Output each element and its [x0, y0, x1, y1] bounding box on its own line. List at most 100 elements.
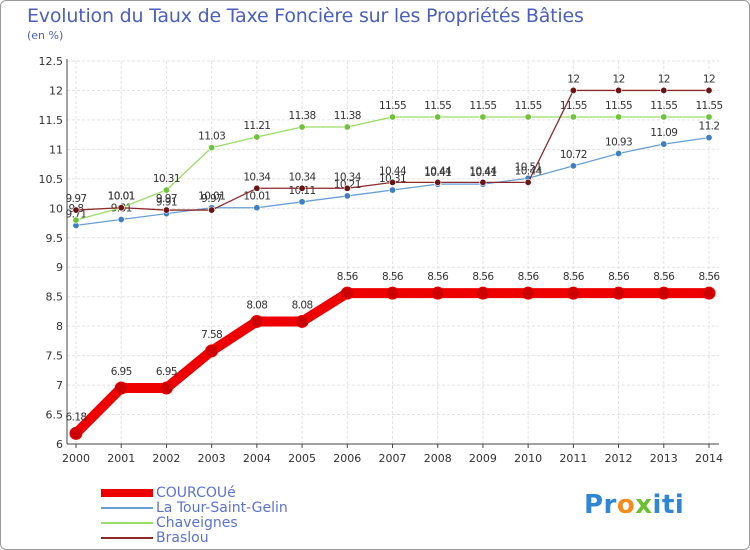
x-tick-label: 2005 — [288, 452, 316, 465]
data-point — [660, 86, 668, 94]
data-label: 8.56 — [699, 271, 721, 283]
data-label: 12 — [567, 73, 579, 85]
data-point — [298, 123, 306, 131]
data-point — [114, 381, 128, 395]
data-point — [479, 178, 487, 186]
y-tick-label: 12 — [49, 84, 63, 97]
legend-label-braslou: Braslou — [156, 530, 209, 546]
page-title: Evolution du Taux de Taxe Foncière sur l… — [27, 5, 584, 27]
y-tick-label: 10 — [49, 202, 63, 215]
data-point — [612, 286, 626, 300]
y-tick-label: 9 — [56, 261, 63, 274]
data-label: 8.56 — [563, 271, 585, 283]
data-point — [524, 113, 532, 121]
data-label: 8.56 — [608, 271, 630, 283]
x-tick-label: 2003 — [198, 452, 226, 465]
data-label: 10.31 — [153, 173, 180, 185]
legend-swatch-braslou — [101, 537, 153, 539]
data-point — [569, 113, 577, 121]
x-tick-label: 2006 — [333, 452, 361, 465]
data-label: 10.72 — [560, 149, 587, 161]
y-tick-label: 7.5 — [46, 350, 64, 363]
logo-part: x — [635, 490, 653, 520]
y-unit-label: (en %) — [27, 29, 64, 42]
data-label: 11.03 — [198, 131, 225, 143]
data-label: 8.56 — [472, 271, 494, 283]
data-point — [295, 314, 309, 328]
data-point — [253, 133, 261, 141]
legend-swatch-courcoue — [101, 489, 153, 497]
y-tick-label: 6 — [56, 438, 63, 451]
data-label: 11.55 — [424, 100, 451, 112]
data-label: 11.55 — [515, 100, 542, 112]
data-point — [208, 144, 216, 152]
x-tick-label: 2001 — [107, 452, 135, 465]
data-label: 11.21 — [243, 120, 270, 132]
data-point — [343, 184, 351, 192]
x-tick-label: 2008 — [424, 452, 452, 465]
proxiti-logo[interactable]: Proxiti — [584, 490, 684, 520]
data-point — [69, 426, 83, 440]
x-tick-label: 2002 — [152, 452, 180, 465]
data-point — [476, 286, 490, 300]
data-point — [298, 184, 306, 192]
data-label: 9.71 — [66, 208, 87, 220]
data-label: 8.08 — [292, 299, 313, 311]
series-courcou-: 6.18 6.95 6.95 7.58 8.08 8.08 8.56 8.56 8.56 8.56… — [66, 271, 721, 440]
data-label: 10.34 — [243, 171, 271, 183]
data-label: 11.2 — [699, 121, 720, 133]
data-label: 10.01 — [108, 191, 135, 203]
y-tick-label: 11 — [49, 143, 63, 156]
data-label: 10.01 — [198, 191, 225, 203]
legend-swatch-chaveignes — [101, 522, 153, 524]
x-tick-label: 2000 — [62, 452, 90, 465]
data-point — [705, 86, 713, 94]
x-tick-label: 2014 — [695, 452, 723, 465]
x-tick-label: 2004 — [243, 452, 271, 465]
data-point — [521, 286, 535, 300]
data-point — [208, 206, 216, 214]
data-point — [388, 113, 396, 121]
data-label: 11.55 — [650, 100, 677, 112]
data-point — [117, 204, 125, 212]
data-label: 9.97 — [66, 193, 87, 205]
y-tick-label: 7 — [56, 379, 63, 392]
data-label: 9.97 — [156, 193, 177, 205]
x-tick-label: 2007 — [379, 452, 407, 465]
y-tick-label: 9.5 — [46, 232, 64, 245]
data-label: 11.38 — [289, 110, 316, 122]
legend-label-chaveignes: Chaveignes — [156, 515, 238, 531]
data-label: 6.95 — [156, 366, 177, 378]
data-label: 8.56 — [382, 271, 404, 283]
data-label: 11.55 — [379, 100, 406, 112]
x-tick-label: 2009 — [469, 452, 497, 465]
logo-part: Pr — [584, 490, 617, 520]
y-tick-label: 6.5 — [46, 409, 64, 422]
legend-label-la-tour-saint-gelin: La Tour-Saint-Gelin — [156, 500, 288, 516]
data-label: 10.44 — [469, 165, 497, 177]
data-label: 10.44 — [379, 165, 407, 177]
data-label: 10.41 — [424, 167, 451, 179]
x-tick-label: 2013 — [650, 452, 678, 465]
data-label: 8.56 — [518, 271, 540, 283]
data-label: 9.97 — [201, 193, 222, 205]
y-tick-label: 8.5 — [46, 291, 64, 304]
data-point — [343, 192, 351, 200]
data-point — [253, 184, 261, 192]
data-point — [615, 150, 623, 158]
y-tick-label: 8 — [56, 320, 63, 333]
data-label: 8.56 — [427, 271, 449, 283]
data-label: 11.55 — [695, 100, 722, 112]
data-label: 10.34 — [289, 171, 317, 183]
data-label: 10.34 — [334, 171, 362, 183]
data-point — [431, 286, 445, 300]
x-tick-label: 2010 — [514, 452, 542, 465]
data-point — [388, 178, 396, 186]
data-point — [660, 140, 668, 148]
x-tick-label: 2012 — [605, 452, 633, 465]
data-point — [705, 113, 713, 121]
data-point — [615, 113, 623, 121]
data-label: 6.18 — [66, 411, 87, 423]
